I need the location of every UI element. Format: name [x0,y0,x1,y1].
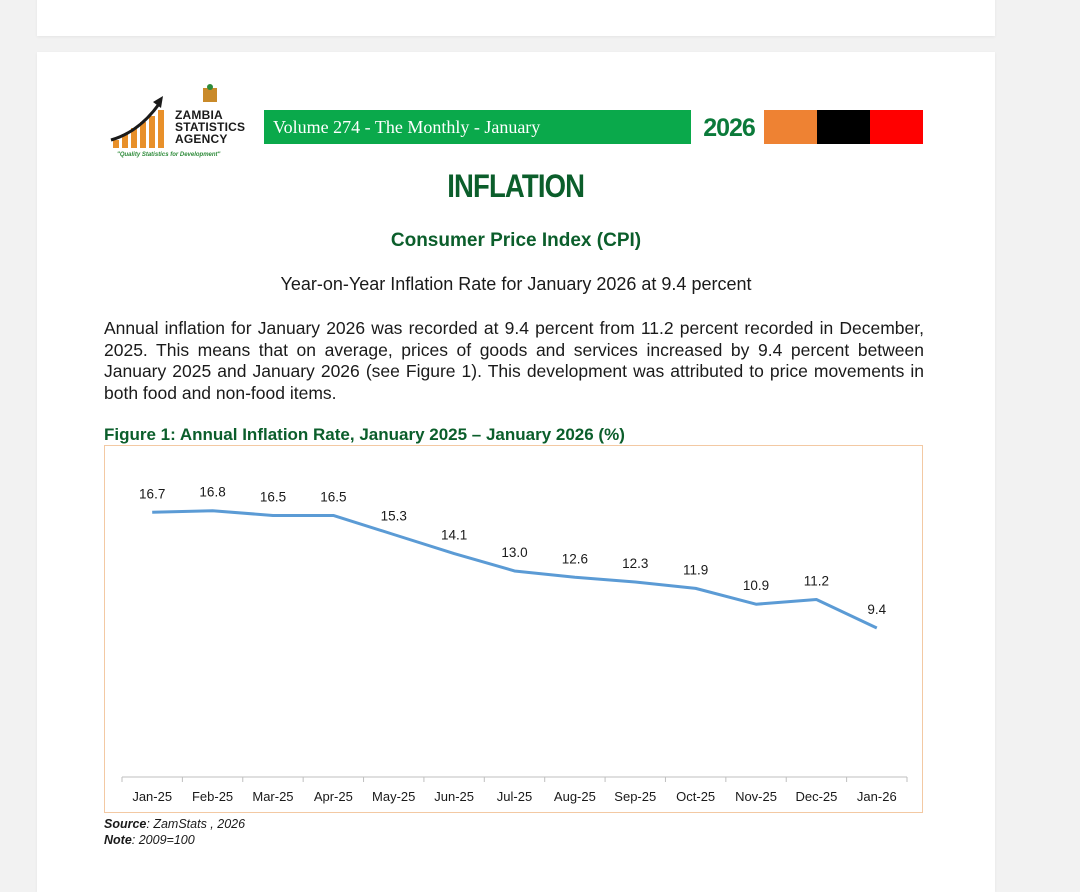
document-page: ZAMBIA STATISTICS AGENCY "Quality Statis… [37,52,995,892]
inflation-line-chart: 16.7 16.8 16.5 16.5 15.3 14.1 13.0 12.6 12.3 11.9… [104,445,923,813]
x-tick-label-nov-25: Nov-25 [735,789,777,804]
previous-page [37,0,995,36]
x-tick-label-sep-25: Sep-25 [614,789,656,804]
note-line: Note: 2009=100 [104,832,245,848]
section-subheading: Consumer Price Index (CPI) [390,230,642,251]
data-label-feb-25: 16.8 [199,485,225,500]
flag-stripe-red [870,110,923,144]
flag-stripe-orange [764,110,817,144]
inflation-series-line [152,509,878,630]
chart-svg: 16.7 16.8 16.5 16.5 15.3 14.1 13.0 12.6 12.3 11.9… [121,485,908,804]
source-value: : ZamStats , 2026 [146,817,246,831]
logo-text-line3: AGENCY [175,132,228,146]
x-tick-label-apr-25: Apr-25 [314,789,353,804]
headline-summary: Year-on-Year Inflation Rate for January … [280,274,752,294]
note-value: : 2009=100 [131,833,195,847]
logo-graphic [110,84,217,148]
data-label-apr-25: 16.5 [320,489,346,504]
source-label: Source [104,817,147,831]
data-label-may-25: 15.3 [381,508,407,523]
body-paragraph: Annual inflation for January 2026 was re… [104,318,924,404]
source-line: Source: ZamStats , 2026 [104,816,245,832]
data-label-jan-26: 9.4 [867,602,886,617]
data-label-jul-25: 13.0 [501,545,527,560]
note-label: Note [104,833,132,847]
x-tick-label-jan-25: Jan-25 [132,789,172,804]
logo-tagline: "Quality Statistics for Development" [117,152,221,158]
x-tick-label-dec-25: Dec-25 [795,789,837,804]
logo-text-line2: STATISTICS [175,120,246,134]
figure-title: Figure 1: Annual Inflation Rate, January… [104,425,625,444]
data-label-jun-25: 14.1 [441,528,467,543]
x-tick-label-jan-26: Jan-26 [857,789,897,804]
zamstats-logo: ZAMBIA STATISTICS AGENCY "Quality Statis… [109,82,259,162]
data-label-jan-25: 16.7 [139,486,165,501]
logo-text-line1: ZAMBIA [175,108,223,122]
data-label-sep-25: 12.3 [622,556,648,571]
data-label-nov-25: 10.9 [743,578,769,593]
x-tick-label-aug-25: Aug-25 [554,789,596,804]
volume-banner: Volume 274 - The Monthly - January [264,110,691,144]
section-heading: INFLATION [447,168,585,204]
flag-stripe-black [817,110,870,144]
x-tick-label-mar-25: Mar-25 [252,789,293,804]
data-label-mar-25: 16.5 [260,489,286,504]
x-tick-label-feb-25: Feb-25 [192,789,233,804]
x-tick-label-may-25: May-25 [372,789,415,804]
data-label-aug-25: 12.6 [562,551,588,566]
x-tick-label-jun-25: Jun-25 [434,789,474,804]
x-tick-label-oct-25: Oct-25 [676,789,715,804]
data-label-oct-25: 11.9 [683,562,708,577]
figure-notes: Source: ZamStats , 2026 Note: 2009=100 [104,816,245,848]
data-label-dec-25: 11.2 [804,573,829,588]
issue-year: 2026 [703,114,756,142]
x-tick-label-jul-25: Jul-25 [497,789,532,804]
